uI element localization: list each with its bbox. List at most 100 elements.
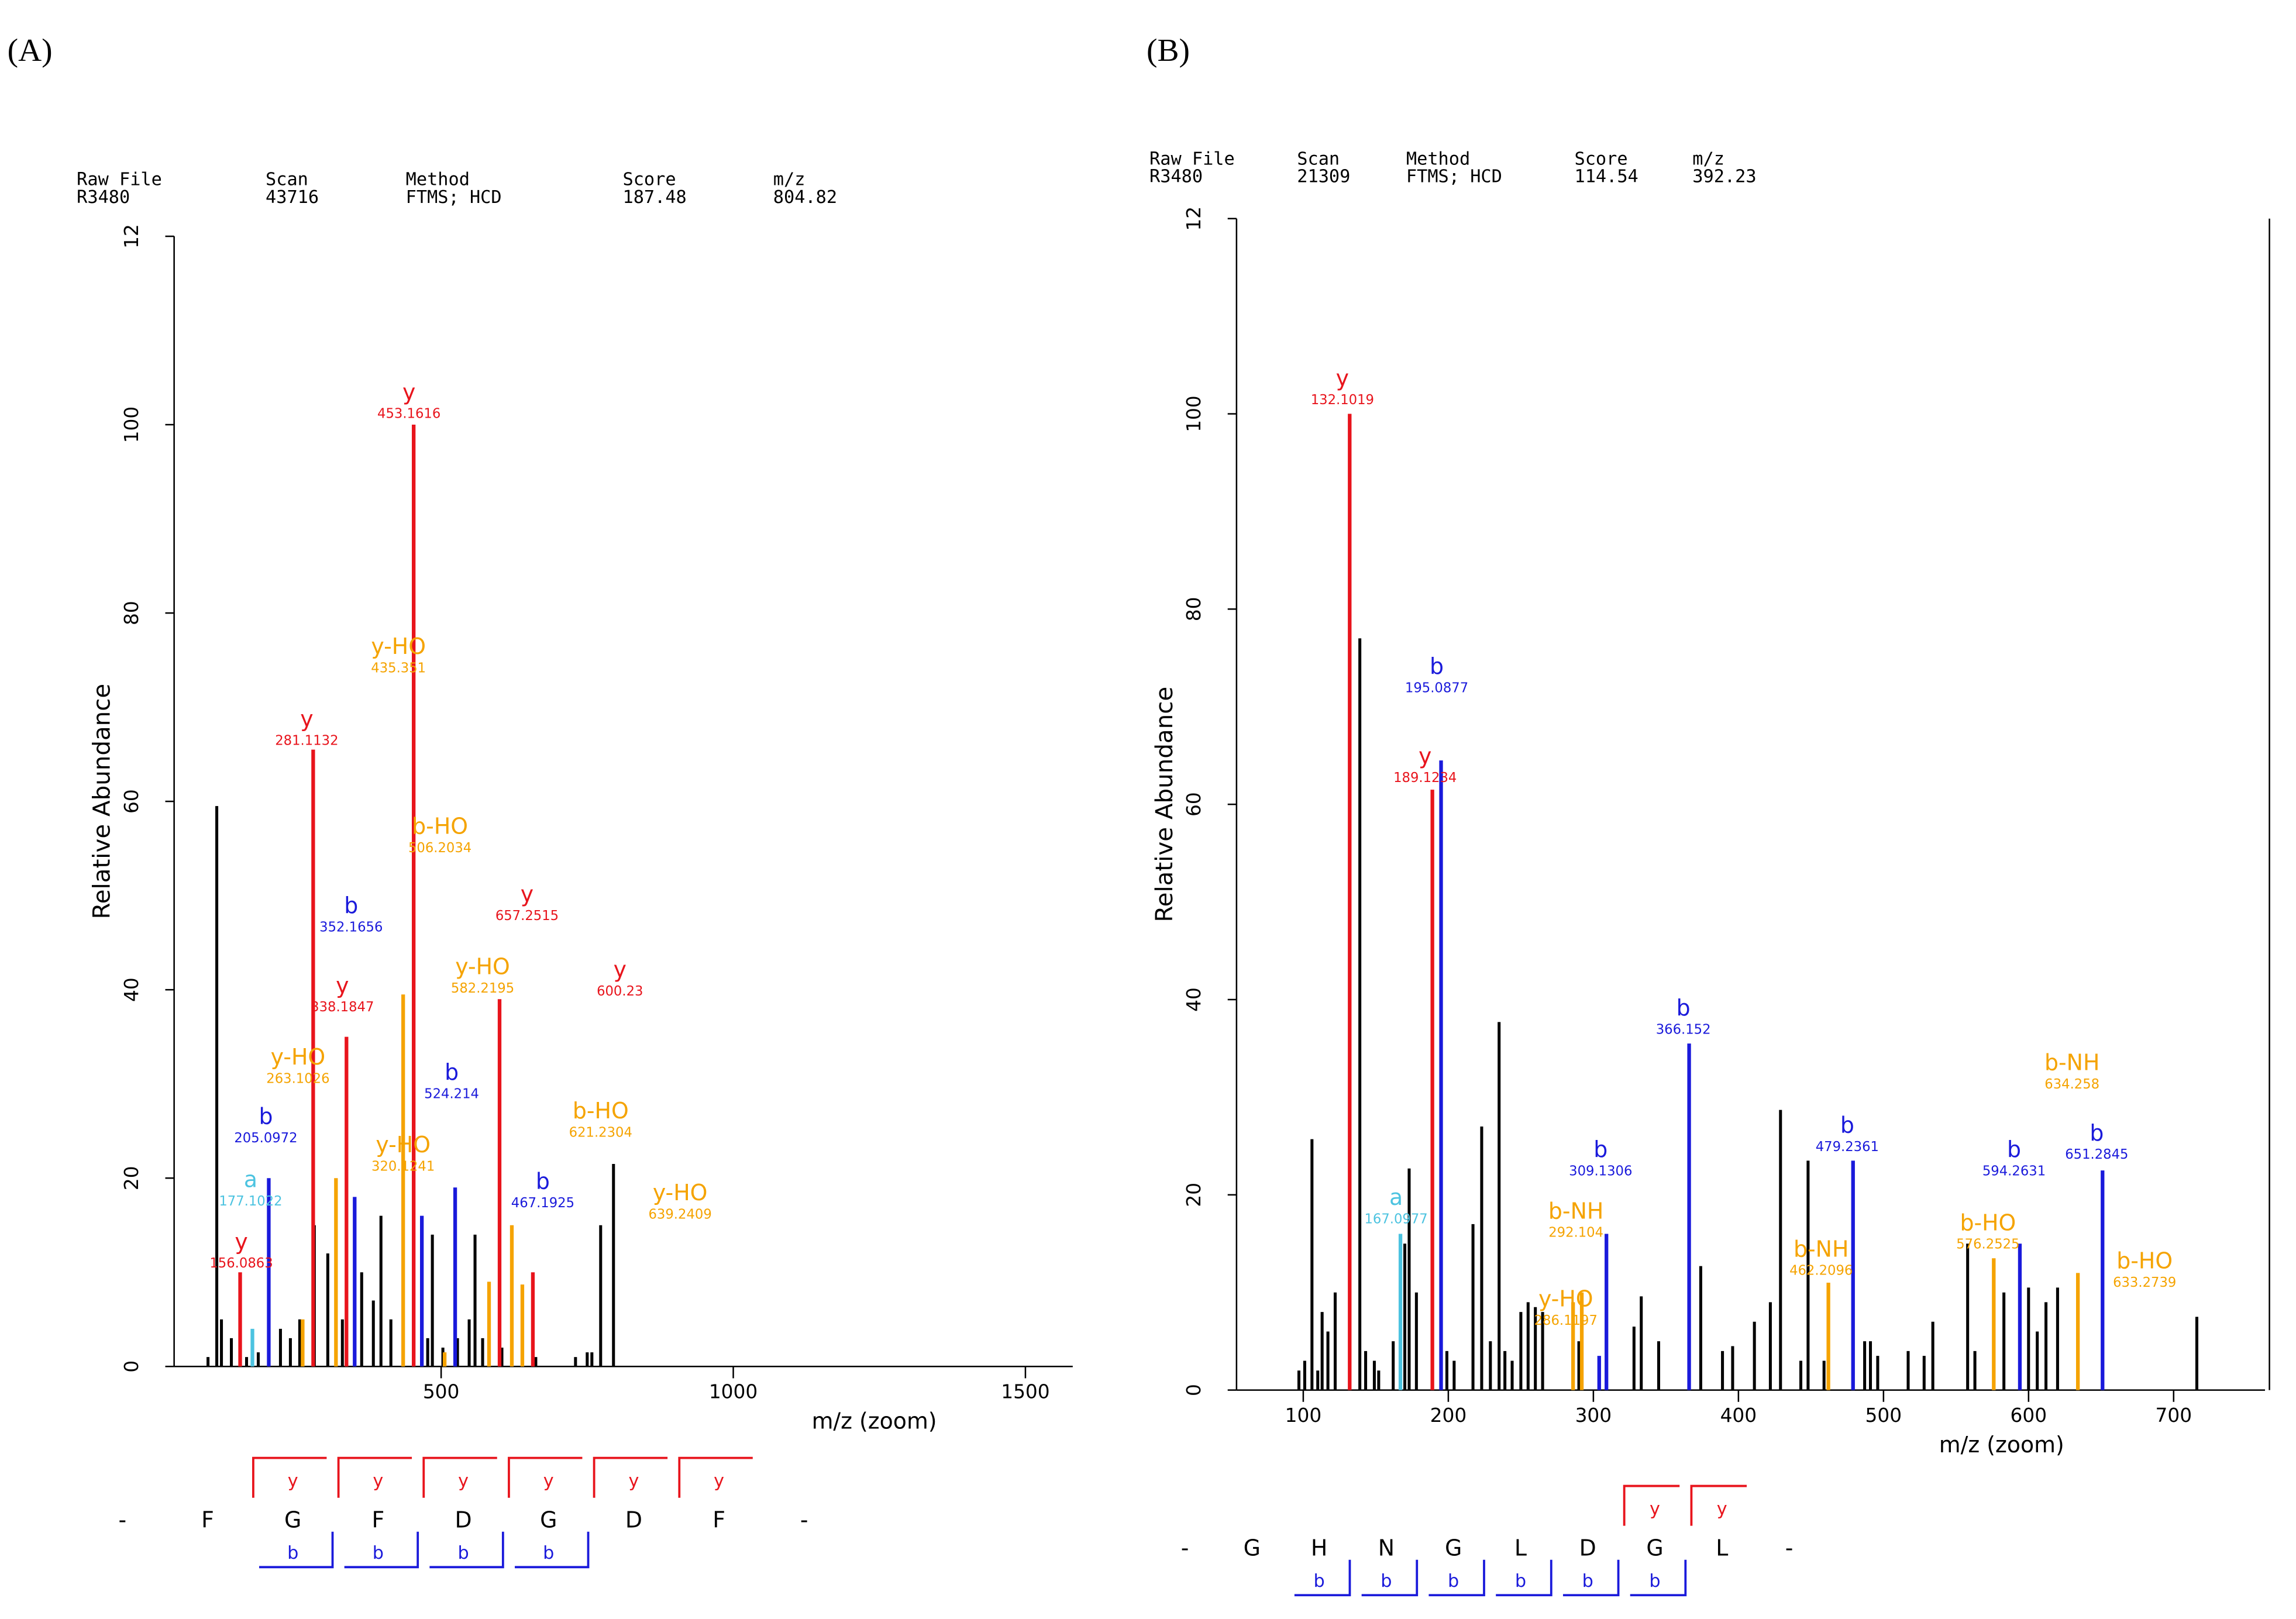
ion-mass: 352.1656 — [319, 919, 383, 935]
ion-mass: 292.104 — [1548, 1225, 1603, 1241]
panel-label: (A) — [8, 33, 53, 68]
y-bracket — [1623, 1484, 1680, 1526]
residue: G — [1646, 1535, 1663, 1561]
ion-label: y-HO — [271, 1044, 326, 1070]
y-bracket — [337, 1456, 412, 1498]
residue: - — [1181, 1535, 1189, 1561]
ion-mass: 177.1022 — [219, 1194, 282, 1209]
y-tick-label: 0 — [121, 1360, 143, 1373]
y-tick-label: 100 — [1183, 395, 1205, 432]
y-bracket-label: y — [628, 1470, 639, 1491]
y-tick-label: 0 — [1183, 1384, 1205, 1396]
residue: G — [540, 1507, 557, 1533]
y-tick-label: 12 — [121, 224, 143, 249]
b-bracket — [515, 1531, 590, 1569]
ion-mass: 281.1132 — [275, 733, 338, 748]
ion-mass: 338.1847 — [311, 1000, 374, 1015]
residue: F — [201, 1507, 214, 1533]
ion-mass: 467.1925 — [511, 1196, 574, 1211]
y-bracket-label: y — [373, 1470, 383, 1491]
residue: - — [119, 1507, 127, 1533]
header-value: R3480 — [1149, 167, 1203, 187]
ion-mass: 594.2631 — [1982, 1163, 2046, 1179]
residue: F — [372, 1507, 385, 1533]
y-tick-label: 60 — [121, 789, 143, 814]
y-bracket-label: y — [288, 1470, 298, 1491]
ion-mass: 621.2304 — [569, 1125, 632, 1140]
residue: - — [800, 1507, 808, 1533]
header-label: Score — [1575, 149, 1628, 169]
ion-label: b — [445, 1059, 459, 1085]
ion-label: y — [614, 956, 627, 982]
header-value: 21309 — [1297, 167, 1350, 187]
y-tick-label: 100 — [121, 407, 143, 443]
ion-label: b-HO — [573, 1098, 629, 1124]
ion-mass: 639.2409 — [649, 1207, 712, 1222]
x-tick-label: 600 — [2011, 1404, 2047, 1427]
ion-mass: 132.1019 — [1311, 392, 1374, 408]
ion-label: y-HO — [653, 1180, 708, 1205]
ion-label: y — [1419, 743, 1431, 769]
residue: L — [1514, 1535, 1527, 1561]
ion-label: y-HO — [1538, 1286, 1593, 1312]
header-label: Score — [622, 170, 676, 190]
x-tick-label: 1500 — [1001, 1381, 1049, 1403]
ion-label: b-HO — [2116, 1248, 2173, 1273]
b-bracket — [1361, 1559, 1419, 1597]
x-tick-label: 100 — [1285, 1404, 1322, 1427]
header-label: m/z — [1692, 149, 1724, 169]
residue: D — [1579, 1535, 1596, 1561]
y-tick-label: 80 — [1183, 597, 1205, 622]
residue: F — [712, 1507, 725, 1533]
y-bracket-label: y — [1650, 1499, 1660, 1519]
ion-mass: 453.1616 — [377, 407, 440, 422]
ion-label: a — [244, 1167, 257, 1193]
y-axis-label: Relative Abundance — [1151, 687, 1178, 922]
ion-label: y — [300, 706, 313, 732]
header-label: Scan — [266, 170, 308, 190]
ion-mass: 600.23 — [597, 984, 643, 999]
ion-mass: 167.0977 — [1364, 1211, 1427, 1227]
ion-label: y — [336, 973, 349, 998]
ion-mass: 366.152 — [1656, 1022, 1711, 1037]
b-bracket-label: b — [287, 1543, 298, 1563]
x-tick-label: 700 — [2156, 1404, 2192, 1427]
b-bracket — [1630, 1559, 1687, 1597]
y-bracket — [508, 1456, 583, 1498]
ion-mass: 195.0877 — [1405, 680, 1468, 695]
header-label: Method — [406, 170, 470, 190]
ion-mass: 320.1241 — [371, 1159, 435, 1174]
ion-label: b — [1840, 1112, 1854, 1138]
b-bracket-label: b — [1582, 1571, 1593, 1592]
b-bracket — [1294, 1559, 1351, 1597]
header-label: Raw File — [1149, 149, 1235, 169]
x-tick-label: 1000 — [709, 1381, 758, 1403]
x-axis-label: m/z (zoom) — [812, 1408, 937, 1434]
residue: G — [284, 1507, 301, 1533]
b-bracket-label: b — [543, 1543, 554, 1563]
y-tick-label: 40 — [1183, 987, 1205, 1012]
ion-label: b — [2007, 1136, 2021, 1162]
y-bracket-label: y — [543, 1470, 554, 1491]
y-bracket — [593, 1456, 668, 1498]
x-tick-label: 200 — [1430, 1404, 1467, 1427]
b-bracket-label: b — [1649, 1571, 1660, 1592]
ion-mass: 263.1026 — [266, 1072, 329, 1087]
ion-label: b — [1593, 1136, 1607, 1162]
b-bracket — [1562, 1559, 1620, 1597]
y-bracket-label: y — [1717, 1499, 1727, 1519]
y-axis-label: Relative Abundance — [88, 684, 116, 919]
x-tick-label: 400 — [1720, 1404, 1757, 1427]
ion-mass: 435.351 — [371, 660, 426, 676]
ion-mass: 462.2096 — [1789, 1263, 1853, 1279]
b-bracket-label: b — [457, 1543, 469, 1563]
x-axis-label: m/z (zoom) — [1939, 1432, 2064, 1458]
y-tick-label: 12 — [1183, 206, 1205, 231]
b-bracket — [429, 1531, 504, 1569]
ion-label: y — [402, 379, 415, 405]
ion-label: b-NH — [1794, 1236, 1848, 1262]
x-tick-label: 500 — [423, 1381, 460, 1403]
header-label: Raw File — [77, 170, 162, 190]
ion-mass: 156.0863 — [209, 1256, 273, 1271]
